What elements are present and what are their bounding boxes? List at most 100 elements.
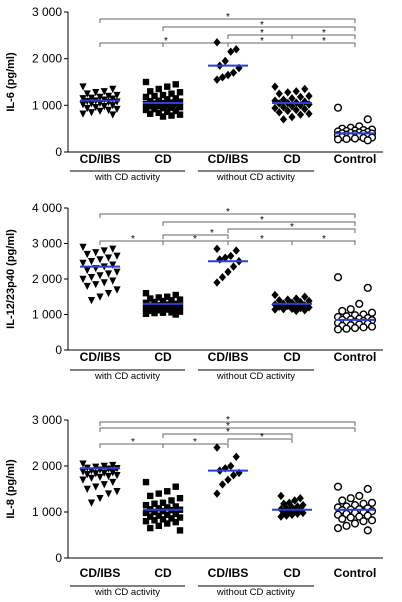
data-point xyxy=(172,305,179,313)
data-point xyxy=(333,325,343,334)
data-point xyxy=(229,262,238,271)
bracket-line xyxy=(162,234,229,239)
data-point xyxy=(87,109,96,117)
data-point xyxy=(176,302,184,310)
data-point xyxy=(367,498,377,507)
data-point xyxy=(164,306,171,313)
data-point xyxy=(338,514,347,524)
data-point xyxy=(359,323,368,332)
x-category-label: CD xyxy=(283,152,301,166)
significance-star: * xyxy=(131,234,135,245)
data-point xyxy=(92,483,100,491)
data-point xyxy=(113,488,121,496)
data-point xyxy=(333,482,343,491)
data-point xyxy=(96,107,104,115)
data-point xyxy=(79,83,87,91)
group-label: with CD activity xyxy=(94,172,160,183)
data-point xyxy=(346,305,355,314)
data-point xyxy=(155,97,162,104)
data-point xyxy=(92,281,100,289)
data-point xyxy=(113,252,121,260)
significance-bracket: * xyxy=(227,432,293,443)
significance-star: * xyxy=(322,28,326,39)
y-tick-label: 0 xyxy=(55,145,62,159)
data-point xyxy=(142,310,150,317)
data-point xyxy=(109,478,117,487)
data-point xyxy=(104,472,113,481)
data-point xyxy=(279,115,288,124)
significance-star: * xyxy=(164,36,168,47)
data-point xyxy=(147,524,154,532)
data-point xyxy=(142,290,150,297)
data-point xyxy=(292,294,300,303)
data-point xyxy=(359,517,368,526)
data-point xyxy=(104,289,113,298)
data-point xyxy=(151,92,158,100)
series-control xyxy=(333,103,377,145)
data-point xyxy=(113,268,121,276)
data-point xyxy=(299,508,307,518)
data-point xyxy=(305,91,313,101)
data-point xyxy=(159,507,167,515)
data-point xyxy=(168,90,175,97)
bracket-line xyxy=(162,433,293,438)
data-point xyxy=(301,104,309,114)
data-point xyxy=(155,512,162,519)
data-point xyxy=(229,68,238,77)
data-point xyxy=(296,110,305,119)
data-point xyxy=(172,107,179,115)
data-point xyxy=(168,297,175,304)
data-point xyxy=(109,111,117,119)
y-tick-label: 1 000 xyxy=(32,505,62,519)
data-point xyxy=(147,88,154,95)
data-point xyxy=(79,110,87,118)
series-control xyxy=(333,273,377,334)
data-point xyxy=(104,254,113,262)
data-point xyxy=(109,102,117,110)
data-point xyxy=(213,75,221,84)
series-cd xyxy=(142,78,184,120)
significance-star: * xyxy=(193,234,197,245)
significance-star: * xyxy=(210,228,214,239)
data-point xyxy=(142,305,150,313)
data-point xyxy=(168,112,175,119)
data-point xyxy=(79,243,87,252)
data-point xyxy=(176,104,184,111)
series-cd-ibs xyxy=(208,38,248,84)
data-point xyxy=(79,259,87,267)
data-point xyxy=(109,277,117,285)
data-point xyxy=(301,84,309,94)
data-point xyxy=(100,88,108,96)
data-point xyxy=(155,102,162,109)
data-point xyxy=(147,103,154,110)
data-point xyxy=(142,106,150,114)
data-point xyxy=(142,299,150,306)
data-point xyxy=(155,490,162,497)
data-point xyxy=(159,113,167,120)
significance-bracket: * xyxy=(291,28,356,39)
data-point xyxy=(176,527,184,534)
data-point xyxy=(229,471,238,480)
data-point xyxy=(291,496,299,505)
data-point xyxy=(172,311,179,318)
significance-star: * xyxy=(260,234,264,245)
data-point xyxy=(151,508,158,516)
data-point xyxy=(271,305,279,314)
data-point xyxy=(142,93,150,101)
data-point xyxy=(176,495,184,502)
data-point xyxy=(159,297,167,305)
significance-star: * xyxy=(226,427,230,438)
data-point xyxy=(355,299,364,308)
data-point xyxy=(164,102,171,109)
significance-star: * xyxy=(226,207,230,218)
data-point xyxy=(296,494,304,503)
significance-star: * xyxy=(260,28,264,39)
data-point xyxy=(100,247,108,255)
data-point xyxy=(109,85,117,93)
x-category-label: CD xyxy=(154,350,172,364)
data-point xyxy=(155,522,162,529)
bracket-line xyxy=(99,18,356,23)
data-point xyxy=(155,294,162,301)
data-point xyxy=(155,85,162,93)
data-point xyxy=(172,503,179,510)
